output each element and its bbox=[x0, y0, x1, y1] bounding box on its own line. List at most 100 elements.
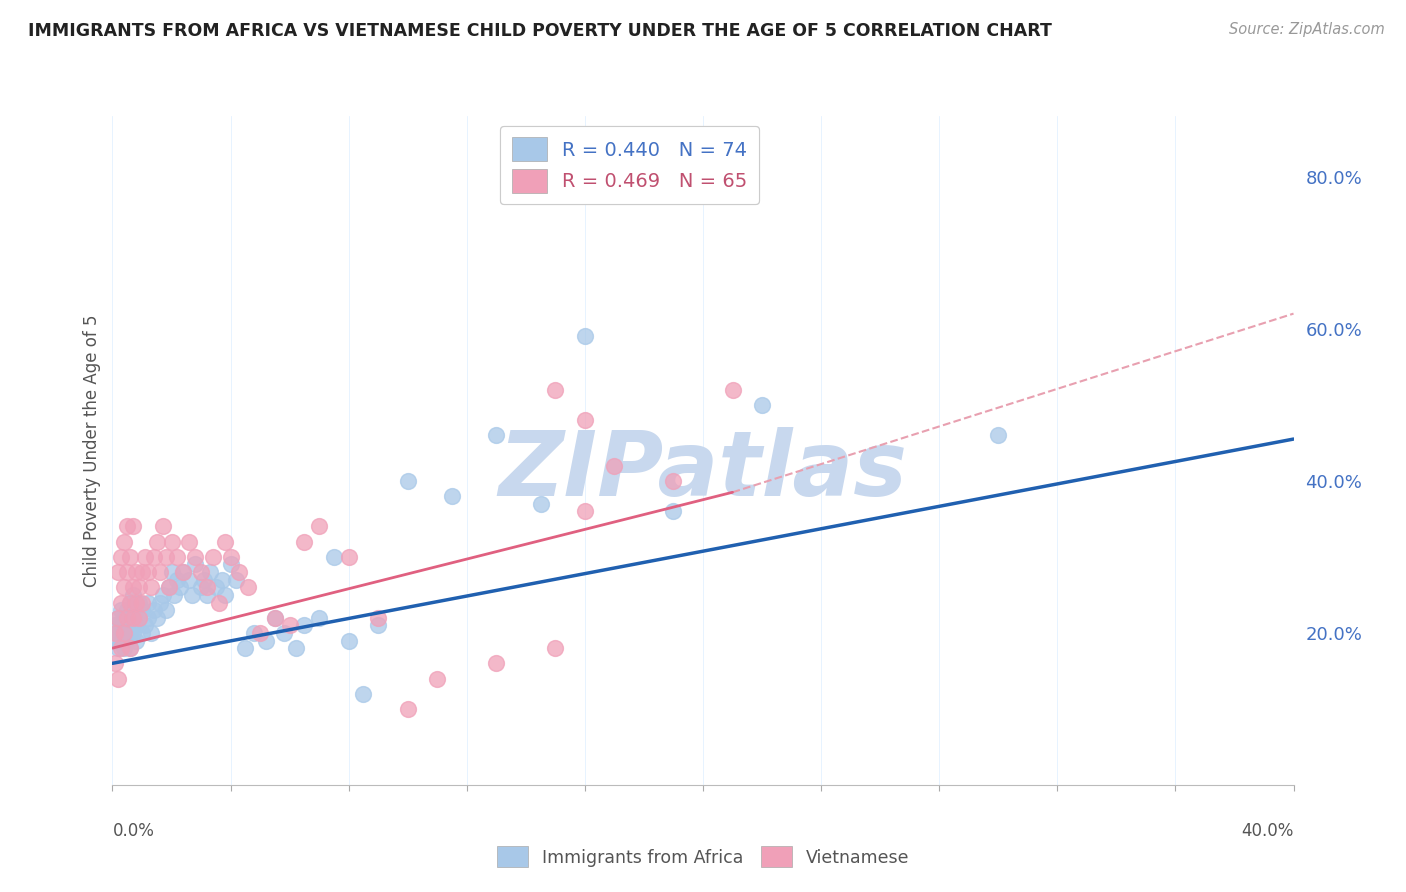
Point bbox=[107, 565, 129, 579]
Point bbox=[205, 580, 228, 594]
Point bbox=[751, 398, 773, 412]
Point bbox=[110, 595, 132, 609]
Point bbox=[117, 618, 138, 632]
Point bbox=[201, 549, 224, 564]
Point bbox=[134, 549, 156, 564]
Point bbox=[112, 580, 135, 594]
Point bbox=[152, 588, 174, 602]
Point bbox=[198, 565, 221, 579]
Point bbox=[219, 558, 242, 572]
Point bbox=[136, 611, 159, 625]
Point bbox=[117, 611, 138, 625]
Point bbox=[122, 626, 145, 640]
Text: 0.0%: 0.0% bbox=[112, 822, 155, 839]
Point bbox=[160, 534, 183, 549]
Point bbox=[117, 565, 138, 579]
Point bbox=[155, 603, 177, 617]
Point bbox=[278, 618, 301, 632]
Point bbox=[131, 595, 153, 609]
Point bbox=[120, 626, 142, 640]
Point bbox=[104, 633, 127, 648]
Point bbox=[112, 626, 135, 640]
Point bbox=[249, 626, 271, 640]
Point bbox=[136, 565, 159, 579]
Point bbox=[122, 519, 145, 533]
Point bbox=[107, 672, 129, 686]
Point bbox=[120, 595, 142, 609]
Point bbox=[169, 580, 191, 594]
Point bbox=[149, 565, 172, 579]
Point bbox=[184, 549, 207, 564]
Point bbox=[367, 611, 389, 625]
Legend: R = 0.440   N = 74, R = 0.469   N = 65: R = 0.440 N = 74, R = 0.469 N = 65 bbox=[501, 126, 759, 204]
Text: 40.0%: 40.0% bbox=[1241, 822, 1294, 839]
Point bbox=[228, 565, 250, 579]
Point bbox=[110, 618, 132, 632]
Point bbox=[292, 618, 315, 632]
Point bbox=[574, 413, 596, 427]
Point bbox=[292, 534, 315, 549]
Point bbox=[128, 611, 150, 625]
Point bbox=[166, 549, 188, 564]
Point bbox=[117, 603, 138, 617]
Point bbox=[195, 580, 218, 594]
Point bbox=[181, 588, 204, 602]
Point bbox=[485, 428, 508, 442]
Point bbox=[163, 588, 186, 602]
Point bbox=[152, 519, 174, 533]
Point bbox=[125, 603, 148, 617]
Point bbox=[574, 504, 596, 518]
Point bbox=[131, 603, 153, 617]
Point bbox=[190, 580, 212, 594]
Point bbox=[110, 549, 132, 564]
Point bbox=[273, 626, 295, 640]
Point bbox=[396, 702, 419, 716]
Point bbox=[721, 383, 744, 397]
Point bbox=[120, 641, 142, 656]
Text: IMMIGRANTS FROM AFRICA VS VIETNAMESE CHILD POVERTY UNDER THE AGE OF 5 CORRELATIO: IMMIGRANTS FROM AFRICA VS VIETNAMESE CHI… bbox=[28, 22, 1052, 40]
Point bbox=[104, 618, 127, 632]
Point bbox=[157, 580, 180, 594]
Point bbox=[107, 641, 129, 656]
Point bbox=[110, 603, 132, 617]
Point bbox=[219, 549, 242, 564]
Point bbox=[128, 595, 150, 609]
Point bbox=[603, 458, 626, 473]
Point bbox=[243, 626, 266, 640]
Point bbox=[120, 641, 142, 656]
Point bbox=[125, 618, 148, 632]
Point bbox=[125, 595, 148, 609]
Point bbox=[139, 626, 162, 640]
Point bbox=[125, 565, 148, 579]
Point bbox=[131, 565, 153, 579]
Point bbox=[544, 383, 567, 397]
Point bbox=[195, 588, 218, 602]
Point bbox=[142, 603, 165, 617]
Point bbox=[225, 573, 247, 587]
Point bbox=[122, 588, 145, 602]
Point bbox=[139, 580, 162, 594]
Point bbox=[574, 329, 596, 343]
Point bbox=[157, 580, 180, 594]
Point bbox=[142, 549, 165, 564]
Point bbox=[308, 611, 330, 625]
Point bbox=[107, 611, 129, 625]
Point bbox=[155, 549, 177, 564]
Point bbox=[352, 687, 374, 701]
Point bbox=[396, 474, 419, 488]
Point bbox=[166, 573, 188, 587]
Point bbox=[441, 489, 464, 503]
Point bbox=[662, 504, 685, 518]
Point bbox=[128, 611, 150, 625]
Point bbox=[112, 534, 135, 549]
Point bbox=[112, 641, 135, 656]
Point bbox=[529, 497, 551, 511]
Point bbox=[128, 580, 150, 594]
Point bbox=[662, 474, 685, 488]
Point bbox=[122, 611, 145, 625]
Point bbox=[131, 626, 153, 640]
Point bbox=[211, 573, 233, 587]
Point bbox=[136, 595, 159, 609]
Point bbox=[172, 565, 194, 579]
Point bbox=[284, 641, 307, 656]
